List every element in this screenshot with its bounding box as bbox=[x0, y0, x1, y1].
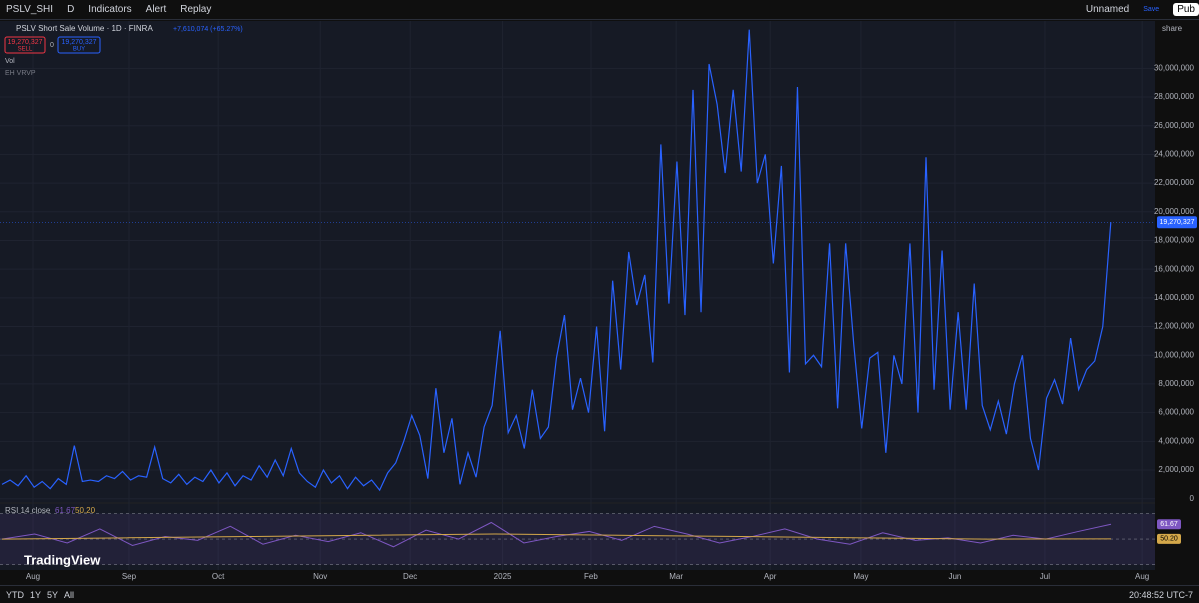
y-tick-label: 30,000,000 bbox=[1154, 63, 1195, 72]
y-tick-label: 18,000,000 bbox=[1154, 236, 1195, 245]
range-button[interactable]: 5Y bbox=[47, 589, 59, 600]
clock[interactable]: 20:48:52 UTC-7 bbox=[1128, 589, 1193, 600]
rsi-last-label: 61.67 bbox=[1160, 521, 1178, 528]
y-tick-label: 16,000,000 bbox=[1154, 264, 1195, 273]
x-tick-label: Nov bbox=[313, 572, 327, 581]
legend-change: +7,610,074 (+65.27%) bbox=[173, 26, 243, 33]
y-tick-label: 12,000,000 bbox=[1154, 322, 1195, 331]
x-tick-label: Oct bbox=[212, 572, 225, 581]
chart: share 0 2,000,000 4,000,000 6,000,000 8,000,0… bbox=[0, 21, 1199, 585]
y-tick-label: 2,000,000 bbox=[1158, 465, 1194, 474]
save[interactable]: Save bbox=[1143, 6, 1160, 13]
y-tick-label: 24,000,000 bbox=[1154, 150, 1195, 159]
y-tick-label: 10,000,000 bbox=[1154, 350, 1195, 359]
axis-unit: share bbox=[1162, 24, 1183, 33]
range-button[interactable]: All bbox=[64, 589, 75, 600]
symbol[interactable]: PSLV_SHI bbox=[6, 4, 54, 15]
x-tick-label: Dec bbox=[403, 572, 417, 581]
rsi-ma-value: 50.20 bbox=[75, 506, 96, 515]
indicators[interactable]: Indicators bbox=[88, 4, 132, 15]
buy-box bbox=[57, 36, 101, 54]
rsi-value: 61.67 bbox=[55, 506, 76, 515]
buy: BUY bbox=[73, 47, 85, 53]
rsi-title: RSI 14 close bbox=[5, 506, 51, 515]
layout-name[interactable]: Unnamed bbox=[1085, 4, 1130, 15]
range-button[interactable]: 1Y bbox=[30, 589, 42, 600]
y-tick-label: 22,000,000 bbox=[1154, 178, 1195, 187]
logo: TradingView bbox=[24, 552, 101, 567]
sell-box bbox=[4, 36, 46, 54]
x-tick-label: May bbox=[853, 572, 868, 581]
x-tick-label: Apr bbox=[764, 572, 777, 581]
vrvp: EH VRVP bbox=[5, 70, 36, 77]
buy-value: 19,270,327 bbox=[61, 39, 96, 46]
replay[interactable]: Replay bbox=[180, 4, 212, 15]
x-tick-label: Feb bbox=[584, 572, 598, 581]
y-tick-label: 20,000,000 bbox=[1154, 207, 1195, 216]
range-button[interactable]: YTD bbox=[6, 589, 24, 600]
last-value-label: 19,270,327 bbox=[1159, 219, 1194, 226]
volume-line bbox=[1, 29, 1112, 492]
publish[interactable]: Pub bbox=[1173, 3, 1199, 16]
footer: YTD 1Y 5Y All 20:48:52 UTC-7 bbox=[0, 585, 1199, 603]
sell-value: 19,270,327 bbox=[7, 39, 42, 46]
sell: SELL bbox=[18, 47, 33, 53]
last-value-tag bbox=[1157, 216, 1197, 229]
x-tick-label: Aug bbox=[26, 572, 40, 581]
y-tick-label: 4,000,000 bbox=[1158, 436, 1194, 445]
y-tick-label: 28,000,000 bbox=[1154, 92, 1195, 101]
y-tick-label: 14,000,000 bbox=[1154, 293, 1195, 302]
y-tick-label: 8,000,000 bbox=[1158, 379, 1194, 388]
plot-bg bbox=[0, 21, 1155, 502]
y-tick-label: 6,000,000 bbox=[1158, 408, 1194, 417]
x-tick-label: Jun bbox=[948, 572, 961, 581]
y-tick-label: 26,000,000 bbox=[1154, 121, 1195, 130]
rsi-ma-label: 50.20 bbox=[1160, 536, 1178, 543]
rsi-last-tag bbox=[1157, 519, 1181, 530]
toolbar: PSLV_SHI D Indicators Alert Replay Unnam… bbox=[0, 0, 1199, 20]
x-tick-label: Sep bbox=[122, 572, 137, 581]
legend-title: PSLV Short Sale Volume · 1D · FINRA bbox=[16, 24, 153, 33]
vol: Vol bbox=[5, 58, 15, 65]
spread: 0 bbox=[50, 42, 54, 49]
rsi-line bbox=[1, 521, 1112, 548]
interval[interactable]: D bbox=[67, 4, 75, 15]
x-tick-label: Mar bbox=[669, 572, 683, 581]
price-axis-bg bbox=[1155, 21, 1199, 585]
y-tick-label: 0 bbox=[1190, 494, 1195, 503]
rsi-ma-line bbox=[1, 533, 1112, 540]
alert[interactable]: Alert bbox=[145, 4, 167, 15]
rsi-ma-tag bbox=[1157, 533, 1181, 544]
x-tick-label: Jul bbox=[1040, 572, 1050, 581]
x-tick-label: 2025 bbox=[494, 572, 512, 581]
x-tick-label: Aug bbox=[1135, 572, 1149, 581]
